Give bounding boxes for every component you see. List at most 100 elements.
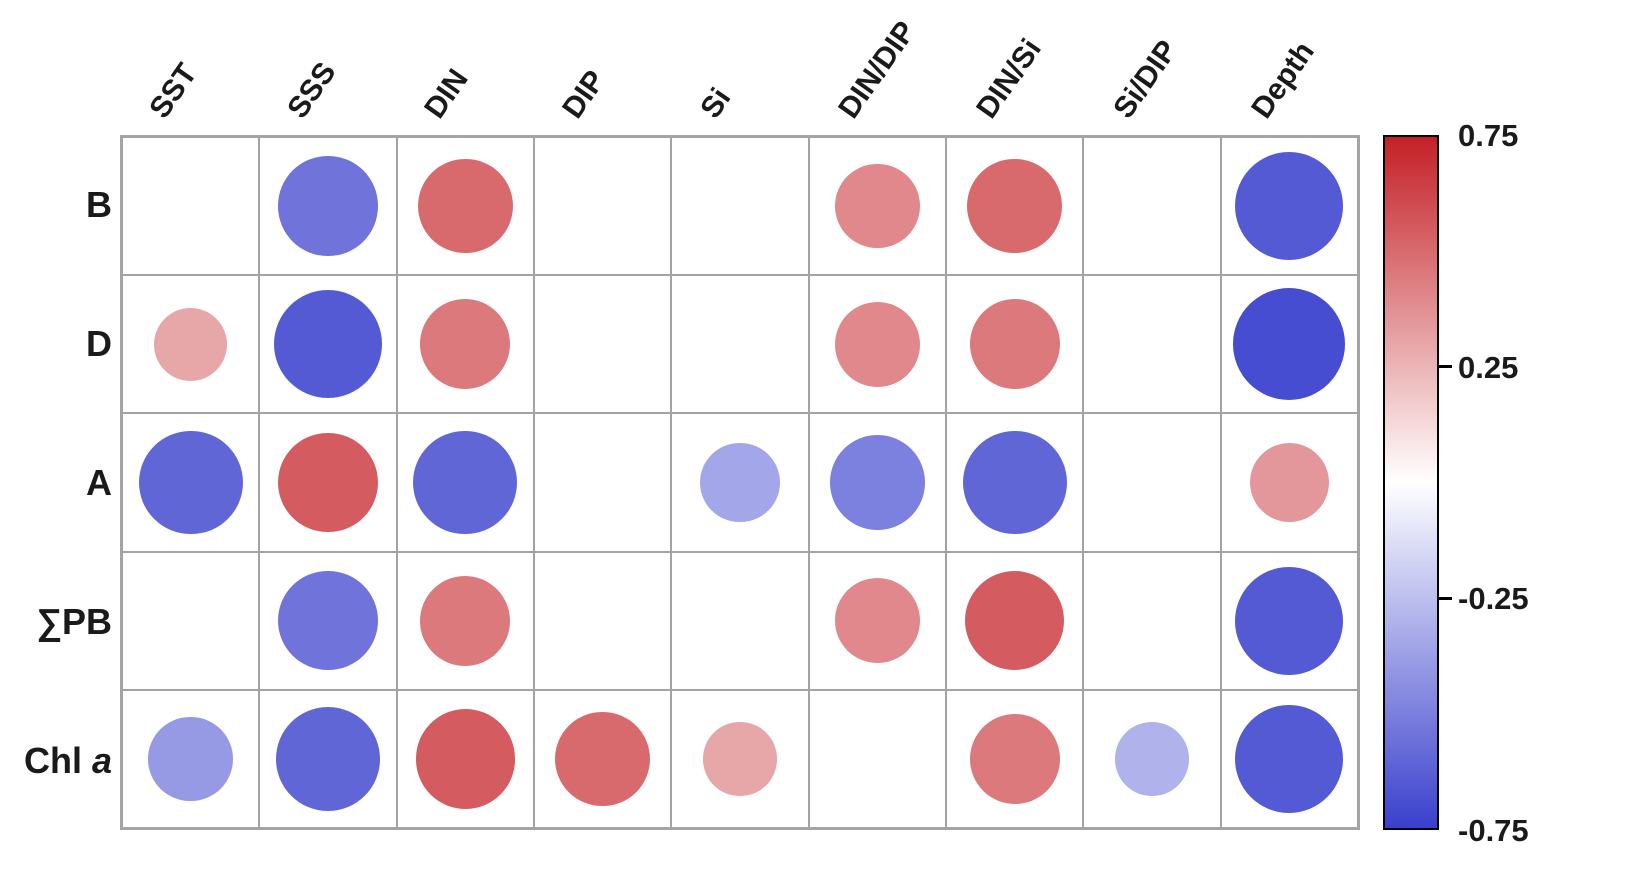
corr-bubble: [138, 430, 243, 535]
corr-bubble: [1235, 704, 1344, 813]
corr-bubble: [964, 571, 1065, 671]
row-label-text: D: [86, 322, 112, 364]
row-label-text: A: [86, 461, 112, 503]
corr-cell: [533, 413, 672, 552]
corr-bubble: [148, 716, 234, 802]
corr-cell: [1220, 551, 1358, 690]
corr-bubble: [278, 156, 378, 256]
corr-cell: [259, 689, 397, 828]
corr-cell: [1083, 551, 1221, 690]
row-label-text: ∑PB: [36, 600, 112, 642]
corr-bubble: [1249, 442, 1329, 523]
colorbar-tick-label: -0.25: [1458, 581, 1529, 617]
row-label-text: B: [86, 183, 112, 225]
column-label: SSS: [280, 56, 343, 125]
corr-cell: [533, 551, 672, 690]
row-label: Chl a: [0, 739, 112, 781]
corr-bubble: [1235, 566, 1344, 675]
corr-bubble: [1115, 722, 1189, 796]
corr-bubble: [276, 707, 380, 811]
corr-bubble: [700, 442, 780, 523]
corr-cell: [396, 689, 534, 828]
column-label: Depth: [1245, 35, 1322, 125]
corr-cell: [808, 551, 946, 690]
corr-bubble: [967, 158, 1062, 254]
column-label: DIP: [556, 64, 613, 125]
colorbar-tick-mark: [1439, 596, 1452, 600]
corr-cell: [808, 275, 946, 414]
corr-cell: [533, 275, 672, 414]
corr-cell: [396, 137, 534, 276]
corr-cell: [533, 689, 672, 828]
column-label: SST: [143, 57, 204, 125]
corr-cell: [1083, 137, 1221, 276]
corr-cell: [945, 413, 1084, 552]
corr-cell: [945, 275, 1084, 414]
corr-cell: [396, 551, 534, 690]
corr-bubble: [153, 307, 228, 381]
corr-cell: [259, 137, 397, 276]
corr-cell: [671, 689, 809, 828]
corr-cell: [396, 413, 534, 552]
corr-bubble: [417, 158, 513, 254]
corr-bubble: [962, 430, 1067, 535]
corr-cell: [1220, 275, 1358, 414]
corr-bubble: [420, 299, 511, 390]
colorbar-tick-label: 0.25: [1458, 349, 1519, 385]
corr-bubble: [274, 290, 382, 399]
corr-cell: [122, 689, 260, 828]
corr-bubble: [278, 571, 378, 671]
corr-bubble: [834, 163, 920, 249]
corr-cell: [122, 551, 260, 690]
corr-bubble: [420, 575, 511, 666]
corr-cell: [1083, 413, 1221, 552]
corr-bubble: [834, 578, 920, 664]
corr-grid: [120, 135, 1360, 830]
corr-cell: [945, 137, 1084, 276]
column-label: DIN/Si: [969, 33, 1048, 125]
corr-bubble: [1235, 152, 1344, 261]
row-label: B: [0, 183, 112, 225]
row-label-text: Chl: [23, 739, 92, 781]
corr-cell: [259, 551, 397, 690]
colorbar-tick-mark: [1439, 365, 1452, 369]
corr-cell: [259, 413, 397, 552]
corr-bubble: [834, 301, 920, 387]
corr-cell: [396, 275, 534, 414]
corr-cell: [671, 137, 809, 276]
column-label: Si: [694, 82, 738, 125]
corr-bubble: [415, 709, 515, 809]
corr-cell: [122, 275, 260, 414]
corr-cell: [808, 137, 946, 276]
corr-cell: [671, 275, 809, 414]
corr-cell: [533, 137, 672, 276]
corr-cell: [945, 551, 1084, 690]
row-label-italic: a: [91, 739, 112, 781]
corr-bubble: [969, 299, 1060, 390]
row-label: A: [0, 461, 112, 503]
corr-bubble: [829, 435, 925, 530]
corr-bubble: [413, 430, 518, 535]
corr-cell: [122, 137, 260, 276]
corr-bubble: [555, 711, 650, 807]
column-header-row: SST SSS DIN DIP Si DIN/DIP DIN/Si Si/DIP Depth: [0, 0, 1650, 135]
column-label: Si/DIP: [1107, 34, 1185, 125]
column-label: DIN: [418, 63, 476, 125]
corr-cell: [671, 413, 809, 552]
corr-cell: [122, 413, 260, 552]
corr-bubble: [1233, 288, 1346, 401]
corr-cell: [671, 551, 809, 690]
corr-cell: [1220, 413, 1358, 552]
corr-cell: [1083, 275, 1221, 414]
corr-cell: [1220, 689, 1358, 828]
corr-cell: [1220, 137, 1358, 276]
colorbar-tick-label: 0.75: [1458, 118, 1519, 153]
row-label: D: [0, 322, 112, 364]
colorbar: [1383, 135, 1439, 830]
corr-cell: [259, 275, 397, 414]
corr-cell: [1083, 689, 1221, 828]
corr-cell: [808, 689, 946, 828]
corr-cell: [808, 413, 946, 552]
column-label: DIN/DIP: [831, 15, 923, 125]
